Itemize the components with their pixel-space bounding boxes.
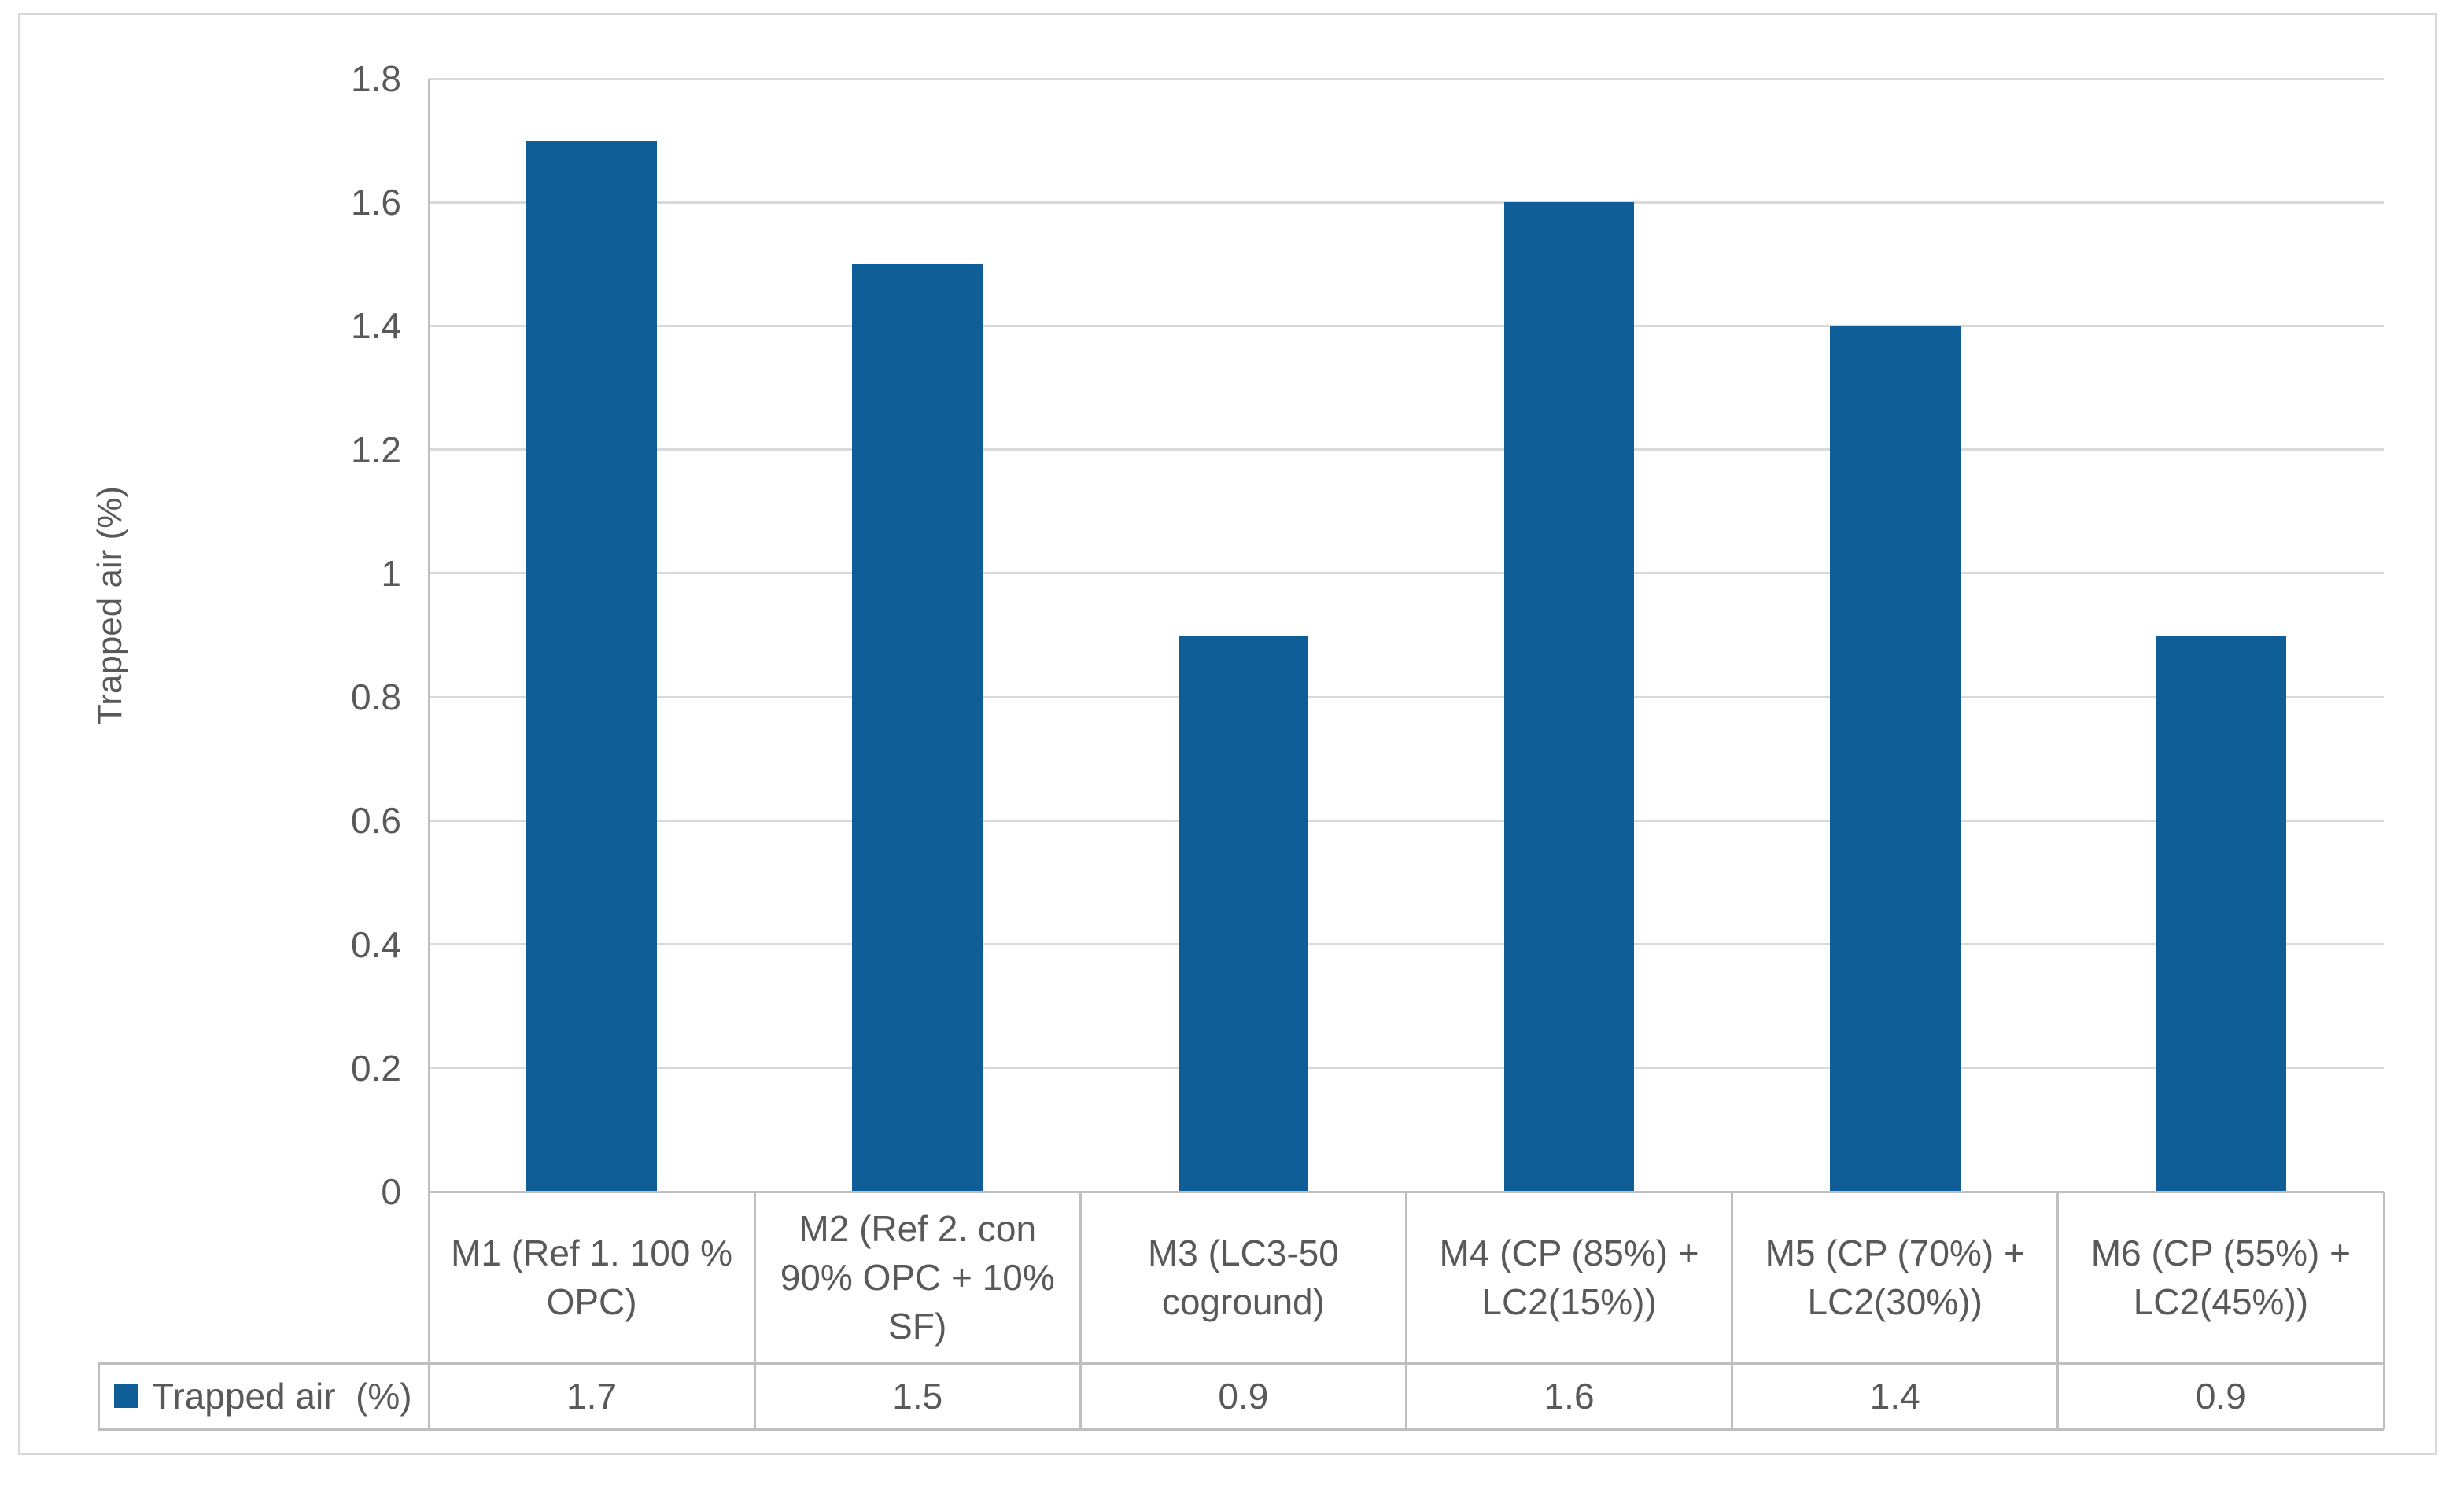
- gridline: [429, 572, 2384, 575]
- bar-m3: [1178, 635, 1309, 1192]
- y-tick-label: 1.2: [351, 429, 401, 470]
- y-tick-label: 1.6: [351, 182, 401, 223]
- table-border-line: [1731, 1192, 1734, 1429]
- bar-m2: [852, 263, 983, 1192]
- y-tick-label: 0.8: [351, 676, 401, 718]
- category-label: M6 (CP (55%) + LC2(45%)): [2090, 1233, 2351, 1322]
- category-label: M1 (Ref 1. 100 % OPC): [451, 1233, 733, 1322]
- table-border-line: [753, 1192, 756, 1429]
- gridline: [429, 77, 2384, 80]
- bar-m4: [1503, 202, 1635, 1192]
- gridline: [429, 324, 2384, 327]
- value-cell: 1.4: [1869, 1376, 1920, 1417]
- gridline: [429, 819, 2384, 822]
- table-border-line: [1079, 1192, 1082, 1429]
- y-axis-line: [427, 79, 430, 1429]
- legend-cell: Trapped air (%): [98, 1363, 429, 1429]
- value-cell: 0.9: [2195, 1376, 2246, 1417]
- gridline: [429, 448, 2384, 451]
- legend-series-label: Trapped air (%): [152, 1376, 412, 1417]
- gridline: [429, 1067, 2384, 1070]
- table-border-line: [98, 1428, 2384, 1431]
- table-border-line: [2382, 1192, 2385, 1429]
- table-border-line: [98, 1362, 2384, 1365]
- y-tick-label: 1.8: [351, 58, 401, 99]
- bar-m5: [1829, 326, 1961, 1192]
- table-border-line: [427, 1192, 430, 1429]
- y-tick-label: 0.6: [351, 800, 401, 842]
- legend-key-swatch: [114, 1384, 138, 1408]
- table-border-line: [2056, 1192, 2060, 1429]
- y-tick-label: 1.4: [351, 305, 401, 347]
- value-cell: 1.6: [1544, 1376, 1595, 1417]
- table-border-line: [97, 1363, 100, 1429]
- gridline: [429, 201, 2384, 204]
- gridline: [429, 695, 2384, 698]
- y-tick-label: 0.2: [351, 1047, 401, 1089]
- y-axis-title: Trapped air (%): [90, 485, 129, 726]
- y-tick-label: 0.4: [351, 923, 401, 965]
- category-label: M2 (Ref 2. con 90% OPC + 10% SF): [780, 1208, 1055, 1347]
- category-label: M3 (LC3-50 coground): [1147, 1233, 1339, 1322]
- category-label: M5 (CP (70%) + LC2(30%)): [1765, 1233, 2025, 1322]
- value-cell: 1.5: [892, 1376, 943, 1417]
- y-tick-label: 1: [381, 552, 401, 594]
- gridline: [429, 943, 2384, 946]
- category-label: M4 (CP (85%) + LC2(15%)): [1439, 1233, 1699, 1322]
- bar-m1: [526, 140, 657, 1192]
- bar-m6: [2156, 635, 2286, 1192]
- value-cell: 0.9: [1218, 1376, 1269, 1417]
- table-border-line: [1405, 1192, 1407, 1429]
- y-tick-label: 0: [381, 1171, 401, 1212]
- chart-border: [18, 13, 2437, 1455]
- value-cell: 1.7: [566, 1376, 618, 1417]
